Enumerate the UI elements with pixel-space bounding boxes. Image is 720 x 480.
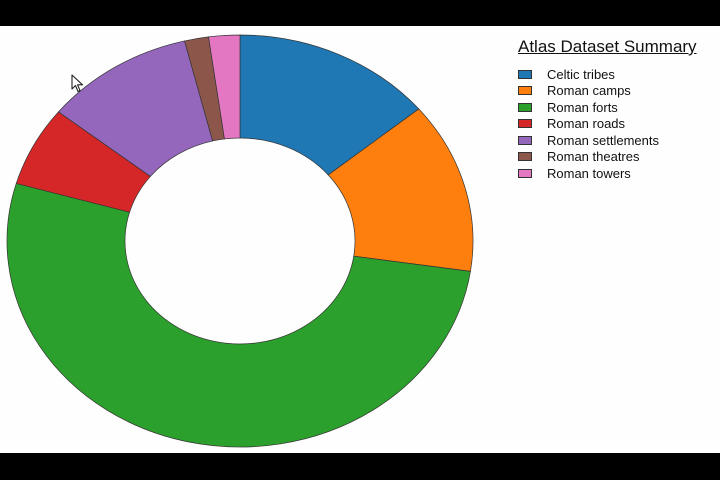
legend-items: Celtic tribes Roman camps Roman forts Roman… [518,66,697,182]
legend-label: Roman theatres [547,149,640,165]
legend-item: Roman roads [518,116,697,133]
legend-swatch [518,168,532,178]
legend-label: Roman forts [547,99,618,115]
slice-celtic-tribes [239,34,420,176]
legend-label: Roman camps [547,83,631,99]
legend-label: Roman roads [547,116,626,132]
legend-label: Celtic tribes [547,66,615,82]
mouse-cursor-icon [71,74,84,93]
legend: Atlas Dataset Summary Celtic tribes Roman… [518,37,697,182]
legend-label: Roman settlements [547,132,659,148]
legend-label: Roman towers [547,165,631,181]
legend-swatch [518,102,532,112]
donut-chart [6,34,474,448]
legend-item: Roman theatres [518,149,697,166]
legend-swatch [518,69,532,79]
chart-area: Atlas Dataset Summary Celtic tribes Roman… [0,26,720,453]
legend-item: Roman towers [518,165,697,182]
slice-roman-camps [327,108,474,272]
legend-title: Atlas Dataset Summary [518,37,697,56]
legend-item: Roman settlements [518,132,697,149]
legend-item: Roman camps [518,83,697,100]
legend-swatch [518,119,532,129]
slice-roman-forts [6,182,471,448]
legend-swatch [518,152,532,162]
legend-item: Celtic tribes [518,66,697,83]
legend-swatch [518,135,532,145]
legend-item: Roman forts [518,99,697,116]
legend-swatch [518,86,532,96]
slice-roman-towers [208,34,241,140]
